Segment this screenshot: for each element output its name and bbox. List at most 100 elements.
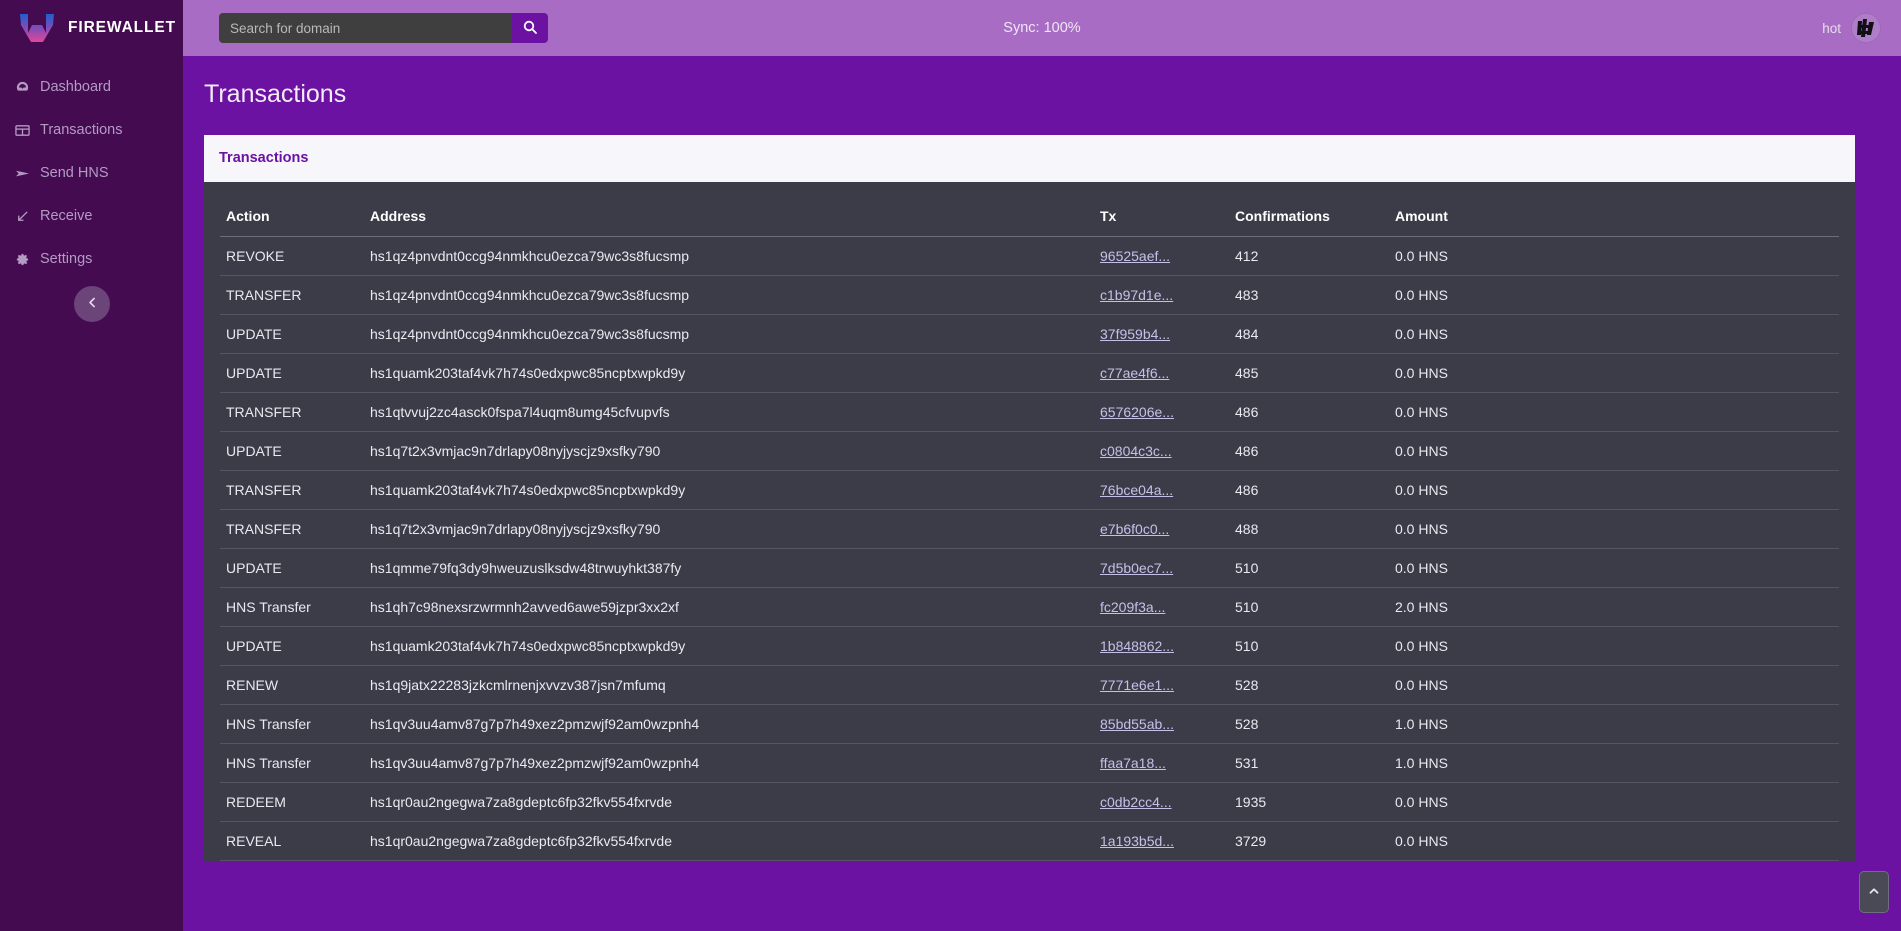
- column-header-address[interactable]: Address: [370, 182, 1100, 237]
- sidebar-nav: Dashboard Transactions Send HNS Receive: [0, 56, 183, 281]
- tx-link[interactable]: ffaa7a18...: [1100, 755, 1166, 771]
- sidebar-item-label: Dashboard: [40, 79, 111, 96]
- column-header-amount[interactable]: Amount: [1395, 182, 1839, 237]
- tx-link[interactable]: c77ae4f6...: [1100, 365, 1170, 381]
- column-header-confirmations[interactable]: Confirmations: [1235, 182, 1395, 237]
- cell-amount: 0.0 HNS: [1395, 626, 1839, 666]
- tx-link[interactable]: 7771e6e1...: [1100, 677, 1174, 693]
- cell-address: hs1quamk203taf4vk7h74s0edxpwc85ncptxwpkd…: [370, 470, 1100, 510]
- tx-link[interactable]: fc209f3a...: [1100, 599, 1166, 615]
- table-row: UPDATE hs1qz4pnvdnt0ccg94nmkhcu0ezca79wc3…: [220, 314, 1839, 354]
- tx-link[interactable]: 37f959b4...: [1100, 326, 1171, 342]
- cell-address: hs1qr0au2ngegwa7za8gdeptc6fp32fkv554fxrv…: [370, 782, 1100, 822]
- table-row: HNS Transfer hs1qh7c98nexsrzwrmnh2avved6a…: [220, 587, 1839, 627]
- column-header-action[interactable]: Action: [220, 182, 370, 237]
- chevron-up-icon: [1867, 884, 1881, 901]
- tx-link[interactable]: 85bd55ab...: [1100, 716, 1174, 732]
- sidebar-item-transactions[interactable]: Transactions: [0, 109, 183, 152]
- cell-address: hs1q7t2x3vmjac9n7drlapy08nyjyscjz9xsfky7…: [370, 509, 1100, 549]
- sidebar-item-dashboard[interactable]: Dashboard: [0, 66, 183, 109]
- sidebar-item-label: Settings: [40, 251, 93, 268]
- table-row: UPDATE hs1quamk203taf4vk7h74s0edxpwc85ncp…: [220, 626, 1839, 666]
- tx-link[interactable]: c1b97d1e...: [1100, 287, 1174, 303]
- main-area: Sync: 100% hot: [183, 0, 1901, 931]
- cell-tx: 7771e6e1...: [1100, 665, 1235, 705]
- cell-address: hs1qmme79fq3dy9hweuzuslksdw48trwuyhkt387…: [370, 548, 1100, 588]
- cell-confirmations: 510: [1235, 626, 1395, 666]
- tx-link[interactable]: 76bce04a...: [1100, 482, 1174, 498]
- sidebar: FIREWALLET Dashboard Transactions Send H…: [0, 0, 183, 931]
- tx-link[interactable]: 1a193b5d...: [1100, 833, 1174, 849]
- table-row: RENEW hs1q9jatx22283jzkcmlrnenjxvvzv387js…: [220, 665, 1839, 705]
- cell-address: hs1qz4pnvdnt0ccg94nmkhcu0ezca79wc3s8fucs…: [370, 314, 1100, 354]
- arrow-down-left-icon: [14, 209, 30, 225]
- cell-confirmations: 485: [1235, 353, 1395, 393]
- cell-amount: 0.0 HNS: [1395, 509, 1839, 549]
- sidebar-item-receive[interactable]: Receive: [0, 195, 183, 238]
- table-row: TRANSFER hs1q7t2x3vmjac9n7drlapy08nyjyscj…: [220, 509, 1839, 549]
- wallet-identicon-avatar-icon[interactable]: [1851, 13, 1881, 43]
- table-row: UPDATE hs1quamk203taf4vk7h74s0edxpwc85ncp…: [220, 353, 1839, 393]
- cell-tx: c0db2cc4...: [1100, 782, 1235, 822]
- tx-link[interactable]: 7d5b0ec7...: [1100, 560, 1174, 576]
- cell-address: hs1qv3uu4amv87g7p7h49xez2pmzwjf92am0wzpn…: [370, 704, 1100, 744]
- tx-link[interactable]: c0804c3c...: [1100, 443, 1172, 459]
- firewallet-w-logo-icon: [19, 13, 55, 43]
- cell-address: hs1qtvvuj2zc4asck0fspa7l4uqm8umg45cfvupv…: [370, 392, 1100, 432]
- cell-address: hs1qr0au2ngegwa7za8gdeptc6fp32fkv554fxrv…: [370, 821, 1100, 861]
- cell-tx: c77ae4f6...: [1100, 353, 1235, 393]
- sidebar-item-label: Receive: [40, 208, 93, 225]
- tx-link[interactable]: c0db2cc4...: [1100, 794, 1172, 810]
- cell-tx: c1b97d1e...: [1100, 275, 1235, 315]
- scroll-to-top-button[interactable]: [1859, 871, 1889, 913]
- cell-amount: 0.0 HNS: [1395, 275, 1839, 315]
- card-title: Transactions: [219, 150, 309, 166]
- sidebar-item-settings[interactable]: Settings: [0, 238, 183, 281]
- cell-amount: 1.0 HNS: [1395, 743, 1839, 783]
- topbar: Sync: 100% hot: [183, 0, 1901, 56]
- cell-address: hs1quamk203taf4vk7h74s0edxpwc85ncptxwpkd…: [370, 353, 1100, 393]
- brand[interactable]: FIREWALLET: [0, 0, 183, 56]
- column-header-tx[interactable]: Tx: [1100, 182, 1235, 237]
- tx-link[interactable]: 6576206e...: [1100, 404, 1174, 420]
- cell-amount: 0.0 HNS: [1395, 470, 1839, 510]
- paper-plane-icon: [14, 166, 30, 182]
- search-button[interactable]: [512, 13, 548, 43]
- transactions-table: Action Address Tx Confirmations Amount R…: [220, 182, 1839, 861]
- table-row: TRANSFER hs1qz4pnvdnt0ccg94nmkhcu0ezca79w…: [220, 275, 1839, 315]
- search-input[interactable]: [219, 13, 512, 43]
- transactions-table-wrapper[interactable]: Action Address Tx Confirmations Amount R…: [204, 182, 1855, 861]
- cell-action: REVOKE: [220, 236, 370, 276]
- cell-tx: 76bce04a...: [1100, 470, 1235, 510]
- cell-tx: 7d5b0ec7...: [1100, 548, 1235, 588]
- sidebar-item-send-hns[interactable]: Send HNS: [0, 152, 183, 195]
- cell-action: RENEW: [220, 665, 370, 705]
- cell-action: HNS Transfer: [220, 704, 370, 744]
- cell-tx: ffaa7a18...: [1100, 743, 1235, 783]
- cell-action: TRANSFER: [220, 275, 370, 315]
- sidebar-item-label: Transactions: [40, 122, 123, 139]
- sync-status: Sync: 100%: [1003, 20, 1081, 36]
- topbar-right: hot: [1822, 13, 1881, 43]
- cell-tx: 6576206e...: [1100, 392, 1235, 432]
- table-row: HNS Transfer hs1qv3uu4amv87g7p7h49xez2pmz…: [220, 704, 1839, 744]
- search-icon: [522, 19, 538, 38]
- tx-link[interactable]: 1b848862...: [1100, 638, 1174, 654]
- cell-amount: 0.0 HNS: [1395, 236, 1839, 276]
- sidebar-collapse-button[interactable]: [74, 286, 110, 322]
- cell-confirmations: 483: [1235, 275, 1395, 315]
- tx-link[interactable]: e7b6f0c0...: [1100, 521, 1170, 537]
- tx-link[interactable]: 96525aef...: [1100, 248, 1171, 264]
- table-head: Action Address Tx Confirmations Amount: [220, 182, 1839, 237]
- cell-amount: 0.0 HNS: [1395, 821, 1839, 861]
- cell-amount: 1.0 HNS: [1395, 704, 1839, 744]
- page-header: Transactions: [183, 56, 1901, 131]
- cell-tx: 96525aef...: [1100, 236, 1235, 276]
- cell-action: UPDATE: [220, 626, 370, 666]
- cell-tx: c0804c3c...: [1100, 431, 1235, 471]
- cell-address: hs1qh7c98nexsrzwrmnh2avved6awe59jzpr3xx2…: [370, 587, 1100, 627]
- cell-tx: 37f959b4...: [1100, 314, 1235, 354]
- cell-address: hs1qv3uu4amv87g7p7h49xez2pmzwjf92am0wzpn…: [370, 743, 1100, 783]
- chevron-left-icon: [86, 296, 99, 312]
- brand-name: FIREWALLET: [68, 19, 177, 36]
